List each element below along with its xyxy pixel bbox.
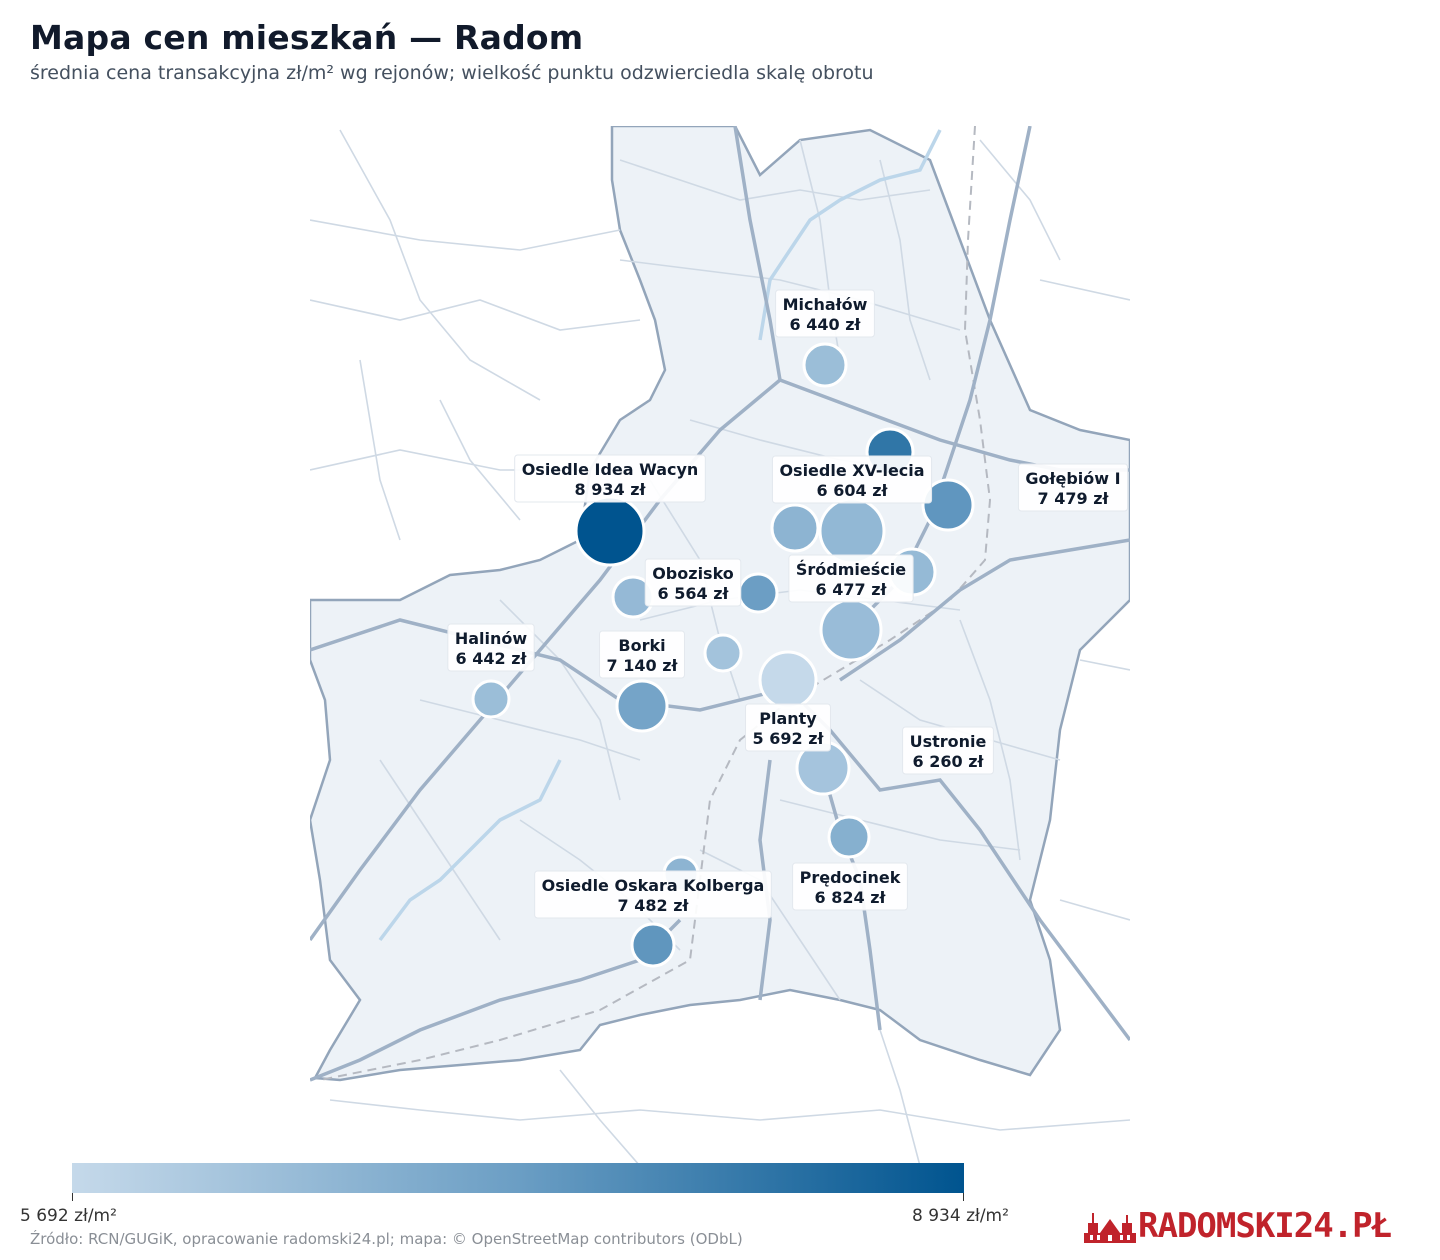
region-name: Halinów xyxy=(455,629,528,648)
region-price: 6 824 zł xyxy=(815,888,887,907)
region-price: 7 140 zł xyxy=(607,656,679,675)
region-bubble-unlabeled[interactable] xyxy=(770,503,820,553)
source-note: Źródło: RCN/GUGiK, opracowanie radomski2… xyxy=(30,1230,743,1248)
river xyxy=(378,129,942,942)
region-label-box xyxy=(534,870,772,919)
region-price: 6 440 zł xyxy=(790,315,862,334)
region-price: 5 692 zł xyxy=(753,729,825,748)
region-label: Gołębiów I7 479 zł xyxy=(1017,463,1129,512)
region-label-box xyxy=(792,862,908,911)
region-price: 6 260 zł xyxy=(913,752,985,771)
region-name: Prędocinek xyxy=(800,868,901,887)
region-name: Gołębiów I xyxy=(1025,469,1120,488)
region-label-box xyxy=(447,623,535,672)
page-subtitle: średnia cena transakcyjna zł/m² wg rejon… xyxy=(30,62,874,84)
region-bubble[interactable] xyxy=(921,478,975,532)
region-name: Borki xyxy=(618,636,665,655)
region-bubble-unlabeled[interactable] xyxy=(737,572,779,614)
region-name: Osiedle Idea Wacyn xyxy=(522,460,699,479)
region-price: 7 479 zł xyxy=(1038,489,1110,508)
region-price: 6 564 zł xyxy=(658,584,730,603)
region-label-box xyxy=(788,554,914,603)
region-bubble-unlabeled[interactable] xyxy=(703,633,743,673)
region-bubble[interactable] xyxy=(630,922,676,968)
region-price: 7 482 zł xyxy=(618,896,690,915)
region-label-box xyxy=(644,558,742,607)
page-title: Mapa cen mieszkań — Radom xyxy=(30,18,584,57)
region-bubble[interactable] xyxy=(827,815,871,859)
town-hall-icon xyxy=(1084,1213,1136,1243)
region-label-box xyxy=(1017,463,1129,512)
region-price: 6 442 zł xyxy=(456,649,528,668)
region-bubble[interactable] xyxy=(758,650,818,710)
region-label-box xyxy=(775,289,875,338)
region-bubble[interactable] xyxy=(802,342,848,388)
region-price: 6 604 zł xyxy=(817,481,889,500)
legend-min-tick xyxy=(72,1193,73,1201)
brand-logo[interactable]: RADOMSKI24.PŁ xyxy=(1082,1205,1392,1247)
region-name: Osiedle Oskara Kolberga xyxy=(542,876,765,895)
region-label-box xyxy=(771,455,933,504)
region-bubble[interactable] xyxy=(574,495,646,567)
legend-max-label: 8 934 zł/m² xyxy=(912,1206,1009,1226)
region-label-box xyxy=(599,630,685,679)
region-price: 6 477 zł xyxy=(816,580,888,599)
region-name: Osiedle XV-lecia xyxy=(779,461,924,480)
region-bubble[interactable] xyxy=(615,679,669,733)
brand-text: RADOMSKI24.PŁ xyxy=(1138,1206,1392,1246)
region-label-box xyxy=(745,703,831,752)
region-label-box xyxy=(902,726,994,775)
legend-colorbar xyxy=(72,1163,964,1193)
legend-max-tick xyxy=(963,1193,964,1201)
region-bubble[interactable] xyxy=(819,598,883,662)
region-label-box xyxy=(514,454,706,503)
legend-min-label: 5 692 zł/m² xyxy=(20,1206,117,1226)
region-bubble[interactable] xyxy=(818,497,886,565)
region-name: Michałów xyxy=(783,295,868,314)
region-name: Śródmieście xyxy=(796,560,906,579)
region-name: Obozisko xyxy=(652,564,734,583)
region-name: Planty xyxy=(759,709,817,728)
region-bubbles xyxy=(471,342,975,968)
region-name: Ustronie xyxy=(910,732,987,751)
region-bubble[interactable] xyxy=(471,679,511,719)
region-price: 8 934 zł xyxy=(575,480,647,499)
